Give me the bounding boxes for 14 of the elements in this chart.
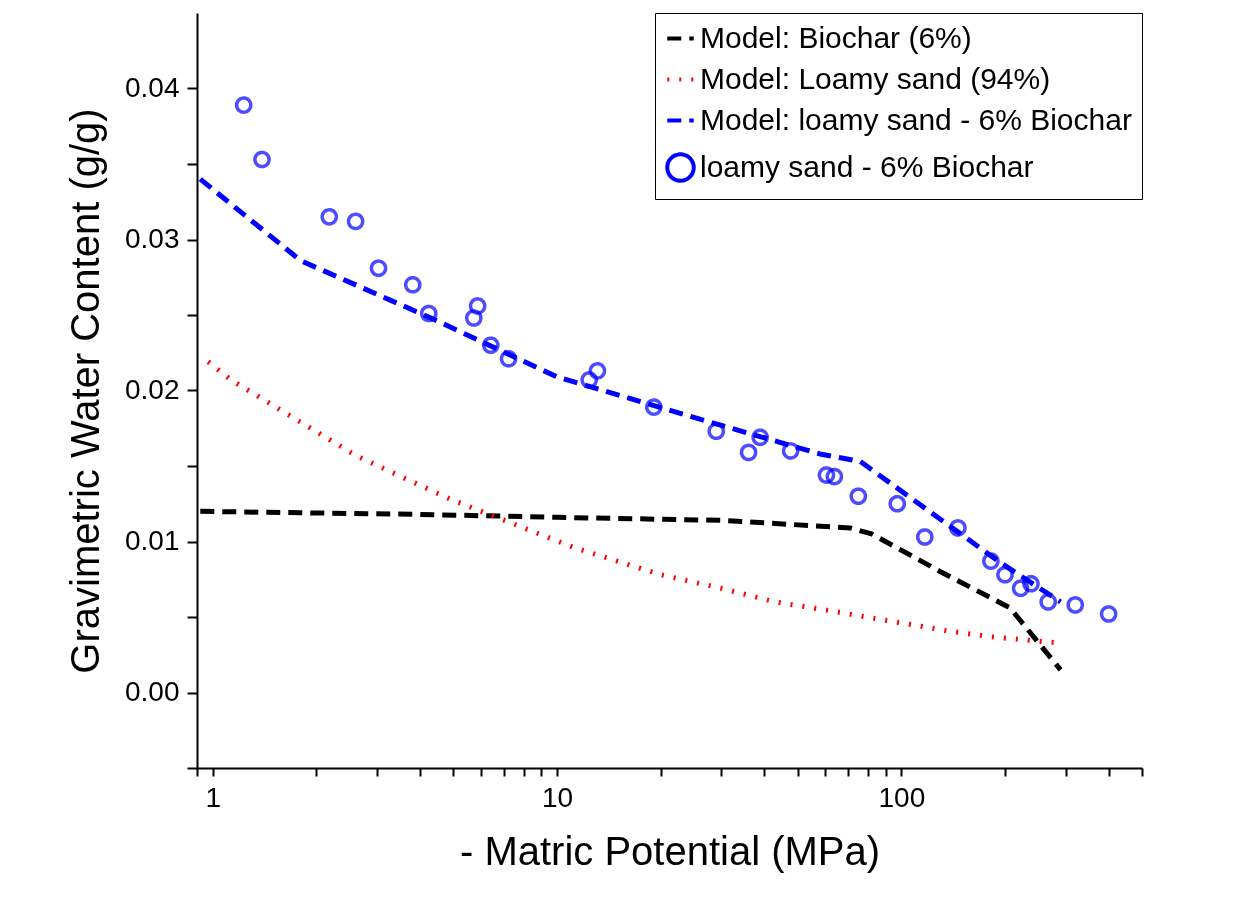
x-tick-label: 1 <box>205 781 222 813</box>
y-tick-label: 0.00 <box>125 676 180 707</box>
legend-label: Model: loamy sand - 6% Biochar <box>700 102 1132 136</box>
x-tick-label: 10 <box>541 781 574 813</box>
x-tick-label: 100 <box>878 781 926 813</box>
y-tick-label: 0.03 <box>125 223 180 254</box>
legend-label: Model: Biochar (6%) <box>700 20 972 54</box>
legend-label: Model: Loamy sand (94%) <box>700 61 1051 95</box>
y-axis-title: Gravimetric Water Content (g/g) <box>63 108 107 674</box>
y-tick-label: 0.04 <box>125 72 180 103</box>
x-axis-title: - Matric Potential (MPa) <box>459 828 881 873</box>
y-tick-label: 0.01 <box>125 525 180 556</box>
legend-label: loamy sand - 6% Biochar <box>700 149 1034 183</box>
y-tick-label: 0.02 <box>125 374 180 405</box>
